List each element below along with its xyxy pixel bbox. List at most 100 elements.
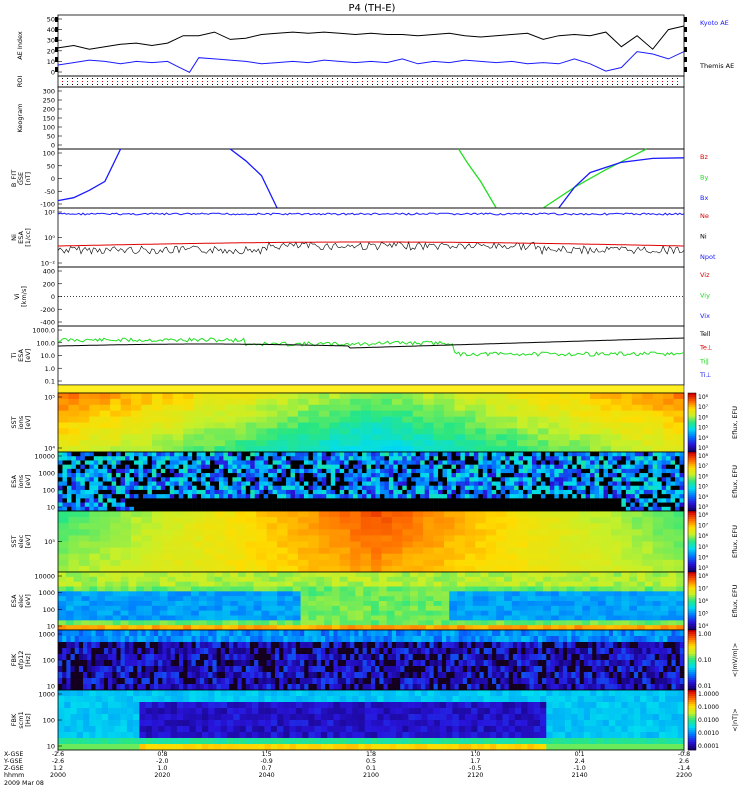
heatmap-cell — [558, 620, 567, 626]
heatmap-cell — [438, 477, 443, 482]
heatmap-cell — [543, 591, 552, 597]
heatmap-cell — [663, 446, 674, 453]
colorbar-cell — [688, 535, 696, 538]
heatmap-cell — [574, 586, 583, 592]
heatmap-cell — [670, 452, 676, 457]
roi-dot — [282, 78, 283, 79]
heatmap-cell — [652, 553, 664, 561]
heatmap-cell — [505, 502, 510, 508]
colorbar-cell — [688, 567, 696, 571]
roi-dot — [547, 84, 548, 85]
heatmap-cell — [347, 572, 356, 578]
heatmap-cell — [642, 517, 653, 524]
heatmap-cell — [519, 591, 528, 597]
heatmap-cell — [95, 678, 101, 685]
heatmap-cell — [281, 460, 287, 465]
heatmap-cell — [429, 477, 434, 482]
heatmap-cell — [131, 553, 142, 561]
roi-dot — [257, 84, 258, 85]
heatmap-cell — [277, 489, 282, 495]
roi-dot — [87, 84, 88, 85]
heatmap-cell — [141, 398, 153, 406]
heatmap-cell — [536, 452, 542, 457]
heatmap-cell — [263, 452, 269, 457]
heatmap-cell — [444, 511, 455, 518]
heatmap-cell — [482, 494, 488, 499]
heatmap-cell — [639, 456, 645, 461]
heatmap-cell — [567, 452, 573, 457]
heatmap-cell — [268, 498, 273, 503]
heatmap-cell — [540, 494, 546, 499]
heatmap-cell — [451, 498, 457, 503]
heatmap-cell — [241, 506, 247, 512]
y-tick-label: -200 — [40, 306, 55, 314]
roi-dot — [382, 81, 383, 82]
heatmap-cell — [569, 535, 580, 542]
heatmap-cell — [78, 666, 84, 673]
roi-dot — [672, 81, 673, 82]
heatmap-cell — [165, 460, 171, 465]
heatmap-cell — [111, 460, 117, 465]
roi-dot — [137, 78, 138, 79]
heatmap-cell — [191, 625, 200, 631]
heatmap-cell — [134, 498, 139, 503]
heatmap-cell — [324, 625, 333, 631]
heatmap-cell — [277, 428, 288, 435]
heatmap-cell — [473, 502, 479, 508]
heatmap-cell — [183, 620, 192, 626]
roi-dot — [372, 84, 373, 85]
heatmap-cell — [218, 485, 224, 491]
y-axis-label: [eV] — [24, 535, 32, 549]
heatmap-cell — [410, 625, 419, 631]
heatmap-cell — [402, 553, 414, 561]
heatmap-cell — [308, 517, 320, 524]
heatmap-cell — [120, 581, 129, 587]
roi-dot — [342, 81, 343, 82]
heatmap-cell — [594, 464, 600, 470]
roi-dot — [602, 84, 603, 85]
heatmap-cell — [531, 456, 537, 461]
heatmap-cell — [391, 446, 403, 453]
colorbar-tick-label: 10⁶ — [698, 533, 709, 540]
heatmap-cell — [597, 586, 607, 592]
heatmap-cell — [371, 404, 382, 411]
heatmap-cell — [569, 422, 580, 429]
heatmap-cell — [287, 398, 299, 406]
roi-dot — [677, 78, 678, 79]
heatmap-cell — [464, 456, 470, 461]
heatmap-cell — [652, 523, 664, 530]
heatmap-cell — [673, 541, 685, 548]
heatmap-cell — [648, 485, 653, 491]
colorbar-tick-label: 10⁶ — [698, 473, 709, 480]
heatmap-cell — [487, 506, 493, 512]
heatmap-cell — [581, 452, 586, 457]
heatmap-cell — [70, 630, 75, 637]
heatmap-cell — [594, 502, 600, 508]
heatmap-cell — [308, 605, 317, 611]
heatmap-cell — [666, 477, 671, 482]
heatmap-cell — [210, 473, 215, 478]
heatmap-cell — [91, 684, 96, 691]
heatmap-cell — [371, 460, 376, 465]
heatmap-cell — [371, 517, 382, 524]
heatmap-cell — [438, 452, 443, 457]
heatmap-cell — [75, 456, 81, 461]
heatmap-cell — [496, 440, 507, 447]
heatmap-cell — [268, 477, 273, 482]
heatmap-cell — [120, 489, 126, 495]
roi-dot — [432, 81, 433, 82]
heatmap-cell — [420, 464, 425, 470]
heatmap-cell — [402, 605, 411, 611]
heatmap-cell — [235, 422, 247, 429]
heatmap-cell — [230, 572, 239, 578]
heatmap-cell — [93, 506, 99, 512]
heatmap-cell — [451, 494, 457, 499]
heatmap-cell — [169, 481, 175, 487]
heatmap-cell — [198, 572, 207, 578]
heatmap-cell — [205, 506, 211, 512]
heatmap-cell — [505, 477, 510, 482]
heatmap-cell — [444, 393, 455, 400]
heatmap-cell — [496, 393, 507, 400]
heatmap-cell — [455, 498, 461, 503]
roi-dot — [437, 78, 438, 79]
